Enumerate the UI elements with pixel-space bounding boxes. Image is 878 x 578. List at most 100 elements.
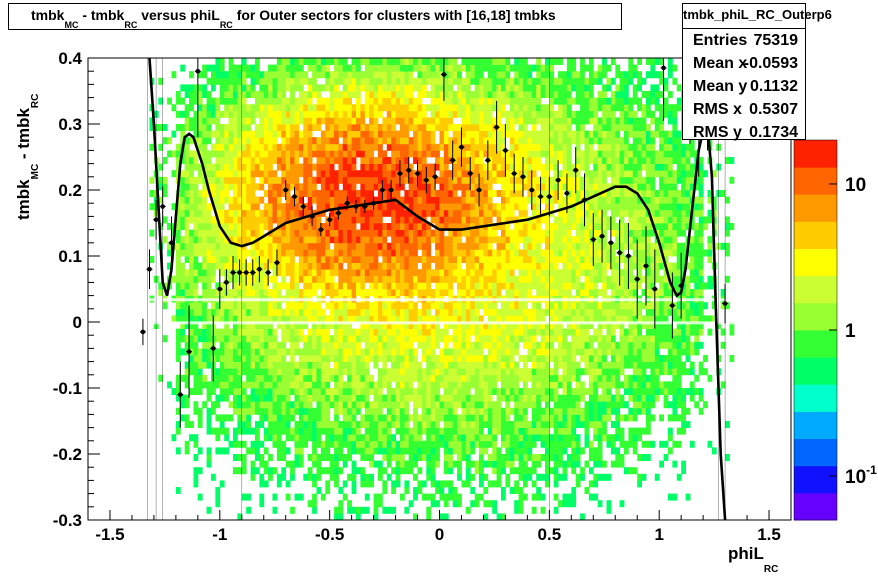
heatmap-cell — [545, 473, 550, 481]
heatmap-cell — [290, 97, 295, 105]
heatmap-cell — [448, 84, 454, 92]
heatmap-cell — [233, 150, 238, 158]
heatmap-cell — [250, 381, 256, 389]
heatmap-cell — [268, 262, 273, 270]
heatmap-cell — [505, 308, 511, 316]
heatmap-cell — [325, 328, 331, 336]
heatmap-cell — [268, 368, 273, 376]
heatmap-cell — [285, 308, 291, 316]
heatmap-cell — [509, 487, 515, 494]
heatmap-cell — [233, 137, 238, 145]
heatmap-cell — [487, 414, 493, 422]
heatmap-cell — [426, 190, 432, 197]
heatmap-cell — [501, 388, 506, 395]
heatmap-cell — [395, 130, 401, 138]
heatmap-cell — [474, 64, 480, 72]
heatmap-cell — [224, 368, 229, 376]
heatmap-cell — [391, 282, 396, 290]
heatmap-cell — [448, 315, 454, 323]
heatmap-cell — [391, 64, 396, 72]
heatmap-cell — [474, 137, 480, 145]
heatmap-cell — [531, 322, 537, 329]
heatmap-cell — [536, 71, 541, 79]
heatmap-cell — [501, 64, 506, 72]
heatmap-cell — [439, 104, 445, 112]
heatmap-cell — [400, 454, 405, 461]
heatmap-cell — [246, 110, 251, 118]
heatmap-cell — [435, 454, 440, 461]
heatmap-cell — [219, 348, 225, 356]
heatmap-cell — [496, 328, 502, 336]
heatmap-cell — [342, 84, 348, 92]
heatmap-cell — [233, 374, 238, 382]
heatmap-cell — [470, 242, 476, 250]
heatmap-cell — [501, 203, 506, 211]
heatmap-cell — [492, 328, 497, 336]
heatmap-cell — [382, 368, 388, 376]
heatmap-cell — [219, 150, 225, 158]
heatmap-cell — [531, 506, 537, 514]
heatmap-cell — [536, 368, 541, 376]
heatmap-cell — [457, 242, 462, 250]
heatmap-cell — [233, 209, 238, 217]
heatmap-cell — [342, 394, 348, 402]
heatmap-cell — [483, 216, 489, 224]
heatmap-cell — [531, 176, 537, 184]
heatmap-cell — [329, 302, 335, 310]
heatmap-cell — [303, 335, 309, 343]
heatmap-cell — [351, 58, 357, 65]
heatmap-cell — [391, 77, 396, 85]
heatmap-cell — [294, 394, 300, 402]
heatmap-cell — [527, 394, 533, 402]
heatmap-cell — [259, 460, 265, 468]
heatmap-cell — [483, 117, 489, 125]
heatmap-cell — [378, 157, 383, 164]
heatmap-cell — [329, 137, 335, 145]
heatmap-cell — [241, 368, 247, 376]
heatmap-cell — [175, 110, 181, 118]
heatmap-cell — [338, 242, 344, 250]
heatmap-cell — [479, 58, 484, 65]
heatmap-cell — [298, 170, 304, 178]
heatmap-cell — [189, 388, 194, 395]
heatmap-cell — [334, 104, 339, 112]
heatmap-cell — [395, 289, 401, 296]
heatmap-cell — [241, 414, 247, 422]
heatmap-cell — [540, 130, 546, 138]
heatmap-cell — [233, 394, 238, 402]
heatmap-cell — [241, 355, 247, 362]
heatmap-cell — [369, 58, 374, 65]
heatmap-cell — [540, 282, 546, 290]
heatmap-cell — [338, 322, 344, 329]
heatmap-cell — [408, 170, 414, 178]
heatmap-cell — [259, 137, 265, 145]
heatmap-cell — [255, 249, 260, 257]
heatmap-cell — [325, 110, 331, 118]
heatmap-cell — [509, 348, 515, 356]
heatmap-cell — [391, 157, 396, 164]
heatmap-cell — [312, 110, 317, 118]
heatmap-cell — [386, 176, 392, 184]
heatmap-cell — [487, 249, 493, 257]
heatmap-cell — [483, 500, 489, 508]
heatmap-cell — [373, 348, 379, 356]
heatmap-cell — [356, 124, 361, 131]
heatmap-cell — [474, 302, 480, 310]
heatmap-cell — [443, 190, 449, 197]
heatmap-cell — [443, 256, 449, 263]
heatmap-cell — [426, 77, 432, 85]
heatmap-cell — [509, 176, 515, 184]
heatmap-cell — [448, 322, 454, 329]
heatmap-cell — [268, 176, 273, 184]
heatmap-cell — [202, 196, 207, 204]
heatmap-cell — [294, 196, 300, 204]
heatmap-cell — [452, 414, 458, 422]
heatmap-cell — [215, 427, 221, 435]
heatmap-cell — [241, 308, 247, 316]
heatmap-cell — [307, 473, 313, 481]
heatmap-cell — [413, 328, 418, 336]
heatmap-cell — [175, 308, 181, 316]
heatmap-cell — [276, 447, 282, 455]
heatmap-cell — [316, 275, 322, 283]
heatmap-cell — [175, 236, 181, 244]
